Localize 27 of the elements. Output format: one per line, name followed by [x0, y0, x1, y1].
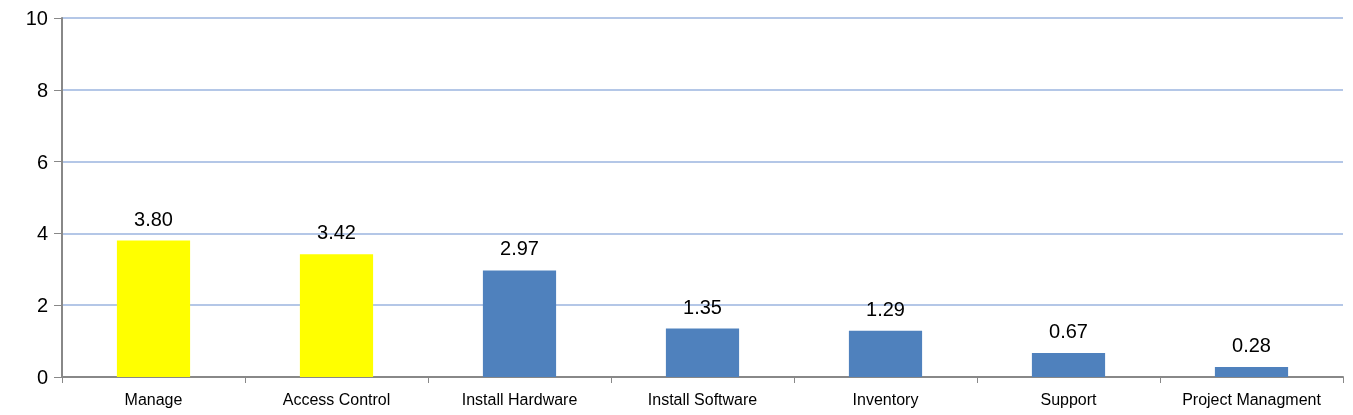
- bar: [1214, 366, 1289, 377]
- bar: [1031, 352, 1106, 377]
- x-tick-label: Inventory: [852, 390, 919, 408]
- data-label: 0.67: [1049, 319, 1088, 342]
- data-label: 1.29: [866, 297, 905, 320]
- y-tick-label: 8: [36, 78, 48, 101]
- y-tick-label: 0: [36, 366, 48, 388]
- data-label: 0.28: [1232, 333, 1271, 356]
- y-tick-label: 2: [36, 294, 48, 317]
- bar: [848, 330, 923, 377]
- x-tick-label: Access Control: [282, 390, 391, 408]
- bar: [116, 240, 191, 377]
- x-tick-label: Install Hardware: [461, 390, 578, 408]
- data-label: 1.35: [683, 295, 722, 318]
- x-tick-label: Manage: [124, 390, 183, 408]
- bar: [299, 254, 374, 377]
- x-tick-label: Support: [1040, 390, 1098, 408]
- x-tick-label: Project Managment: [1182, 390, 1322, 408]
- bar: [665, 328, 740, 377]
- y-tick-label: 6: [36, 150, 48, 173]
- data-label: 3.80: [134, 207, 173, 230]
- bar: [482, 270, 557, 377]
- y-tick-label: 4: [36, 222, 48, 245]
- data-label: 2.97: [500, 237, 539, 260]
- data-label: 3.42: [317, 221, 356, 244]
- x-tick-label: Install Software: [647, 390, 758, 408]
- y-tick-label: 10: [25, 7, 48, 29]
